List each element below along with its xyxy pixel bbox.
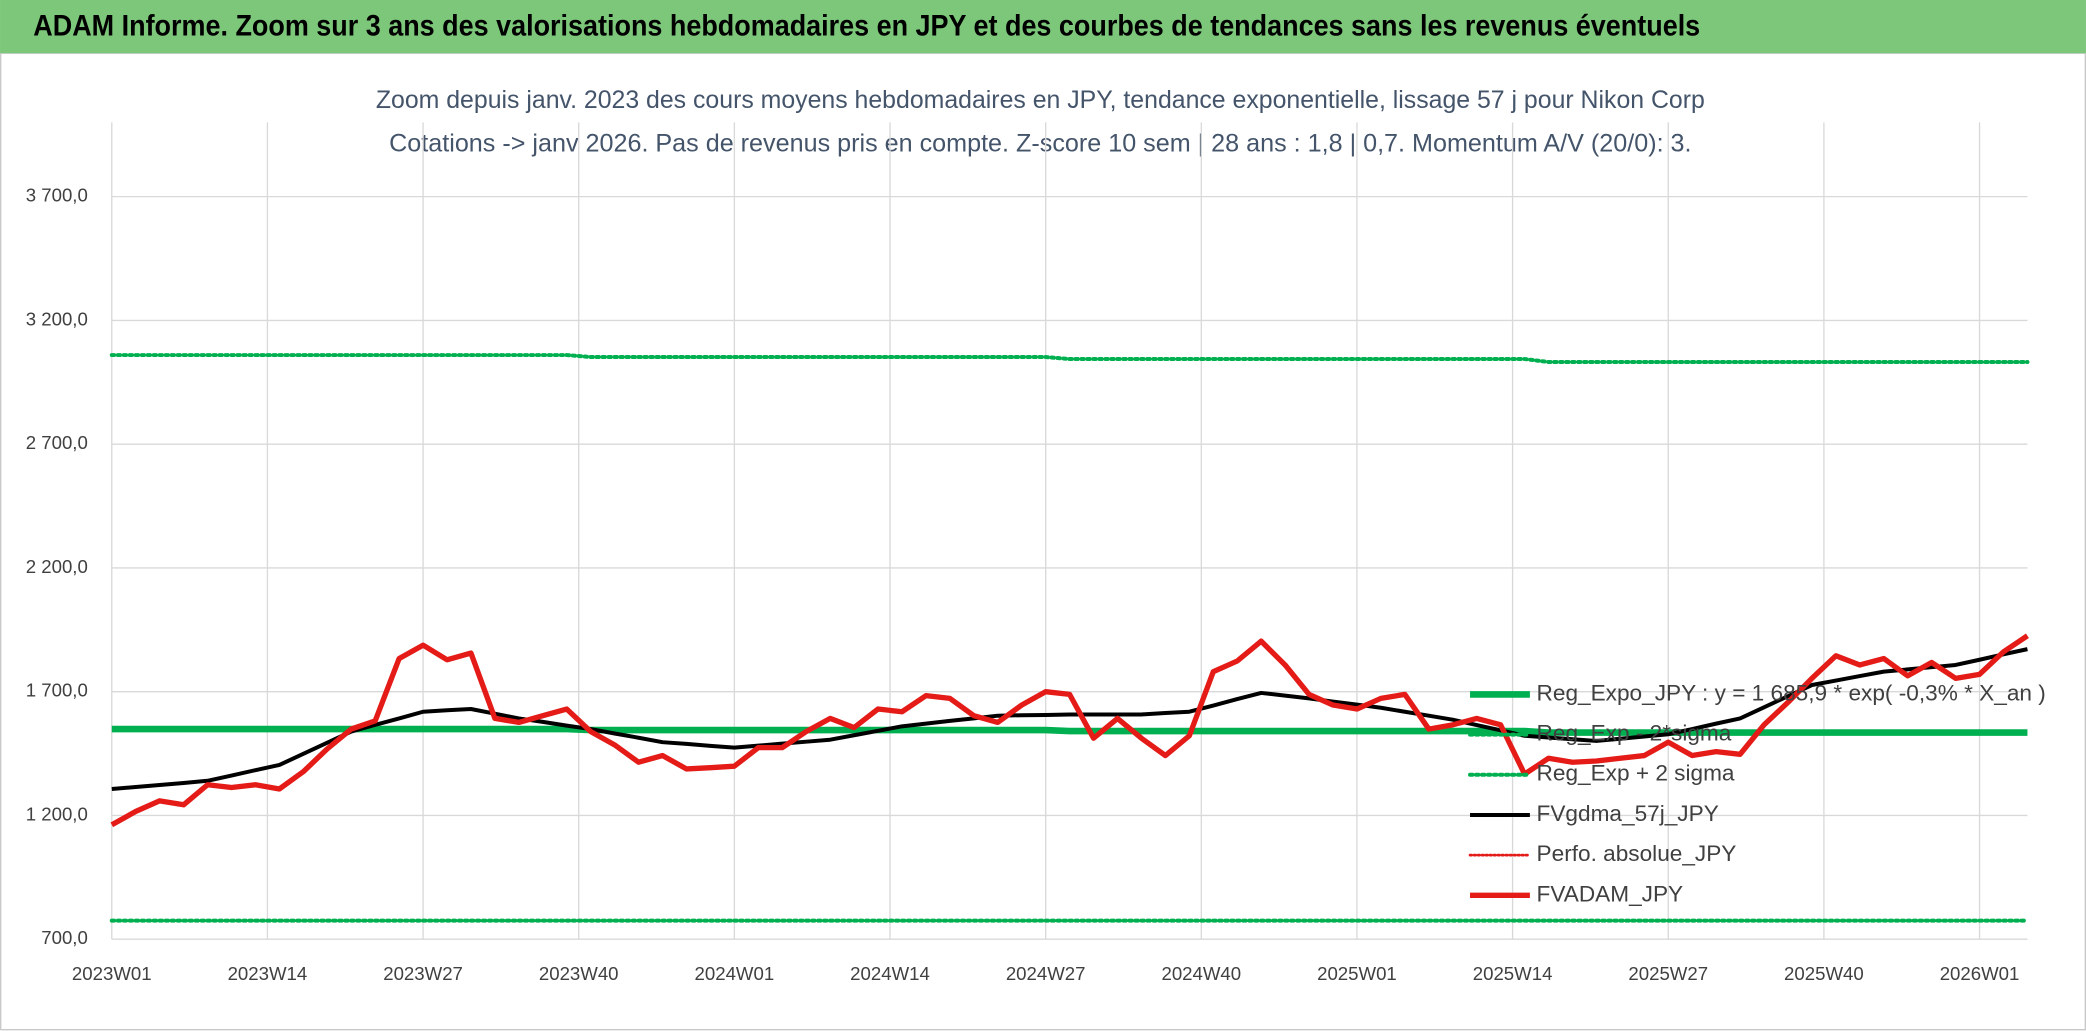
x-tick-label: 2023W14 (228, 963, 308, 984)
y-tick-label: 3 200,0 (26, 308, 88, 329)
chart-subtitle: Cotations -> janv 2026. Pas de revenus p… (389, 130, 1691, 158)
y-tick-label: 1 700,0 (26, 680, 88, 701)
x-tick-label: 2023W40 (539, 963, 619, 984)
legend-label: Reg_Expo_JPY : y = 1 685,9 * exp( -0,3% … (1537, 680, 2046, 705)
x-tick-label: 2024W14 (850, 963, 930, 984)
y-tick-label: 2 700,0 (26, 432, 88, 453)
chart-subtitle: Zoom depuis janv. 2023 des cours moyens … (376, 86, 1705, 114)
data-line (111, 647, 2028, 791)
x-tick-label: 2025W14 (1473, 963, 1553, 984)
x-tick-label: 2026W01 (1940, 963, 2020, 984)
x-tick-label: 2023W27 (383, 963, 463, 984)
x-tick-label: 2025W27 (1628, 963, 1708, 984)
x-tick-label: 2024W27 (1006, 963, 1086, 984)
legend-label: FVADAM_JPY (1537, 881, 1684, 906)
x-tick-label: 2023W01 (72, 963, 152, 984)
x-tick-label: 2025W40 (1784, 963, 1864, 984)
legend-label: FVgdma_57j_JPY (1537, 801, 1719, 826)
y-tick-label: 1 200,0 (26, 803, 88, 824)
x-tick-label: 2024W01 (695, 963, 775, 984)
title-banner (0, 0, 2086, 54)
legend-label: Reg_Exp + 2 sigma (1537, 761, 1735, 786)
x-tick-label: 2025W01 (1317, 963, 1397, 984)
x-tick-label: 2024W40 (1161, 963, 1241, 984)
chart-title: ADAM Informe. Zoom sur 3 ans des valoris… (33, 11, 1700, 43)
data-line (110, 633, 2029, 828)
legend-label: Reg_Exp - 2*sigma (1537, 721, 1732, 746)
data-line (111, 725, 2028, 736)
data-line (109, 353, 2030, 364)
y-tick-label: 3 700,0 (26, 185, 88, 206)
chart-frame (0, 52, 2086, 1031)
y-tick-label: 700,0 (41, 927, 88, 948)
y-tick-label: 2 200,0 (26, 556, 88, 577)
legend-label: Perfo. absolue_JPY (1537, 841, 1737, 866)
